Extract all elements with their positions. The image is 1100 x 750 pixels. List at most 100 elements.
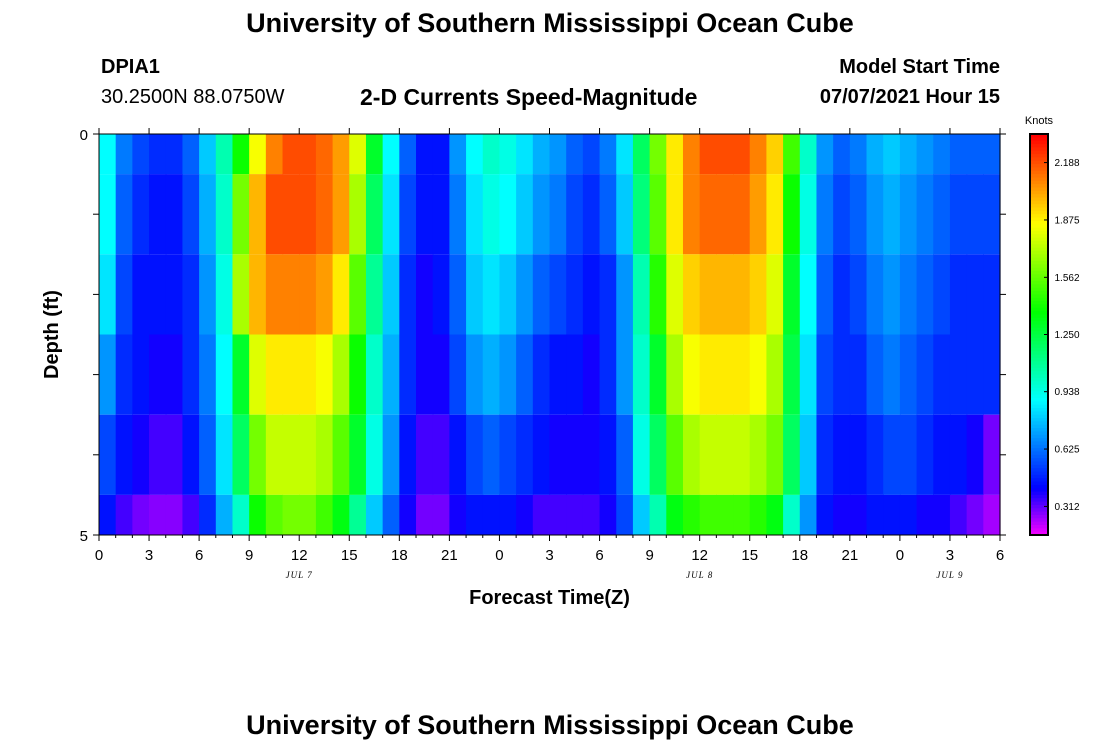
colorbar-segment xyxy=(1030,200,1048,205)
heatmap-cell xyxy=(649,414,667,495)
heatmap-cell xyxy=(132,414,150,495)
colorbar-tick-label: 0.312 xyxy=(1054,502,1079,513)
heatmap-cell xyxy=(716,254,734,335)
heatmap-cell xyxy=(783,494,801,535)
colorbar-segment xyxy=(1030,458,1048,463)
heatmap-cell xyxy=(282,494,300,535)
heatmap-cell xyxy=(883,134,901,175)
heatmap-cell xyxy=(549,254,567,335)
heatmap-cell xyxy=(315,174,334,255)
heatmap-cell xyxy=(833,254,851,335)
heatmap-cell xyxy=(115,334,133,415)
heatmap-cell xyxy=(716,174,734,255)
heatmap-cell xyxy=(499,174,517,255)
heatmap-cell xyxy=(749,134,768,175)
heatmap-cell xyxy=(949,494,968,535)
x-axis-label: Forecast Time(Z) xyxy=(469,587,630,609)
colorbar-segment xyxy=(1030,347,1048,352)
heatmap-cell xyxy=(632,494,651,535)
x-tick-label: 9 xyxy=(245,547,253,564)
heatmap-cell xyxy=(783,334,801,415)
colorbar-segment xyxy=(1030,307,1048,312)
heatmap-cell xyxy=(966,494,984,535)
heatmap-cell xyxy=(783,254,801,335)
x-tick-label: 15 xyxy=(741,547,758,564)
heatmap-cell xyxy=(549,174,567,255)
colorbar-segment xyxy=(1030,137,1048,142)
heatmap-cell xyxy=(883,254,901,335)
heatmap-cell xyxy=(416,174,434,255)
heatmap-cell xyxy=(883,494,901,535)
heatmap-cell xyxy=(933,494,951,535)
date-label: JUL 9 xyxy=(936,570,963,580)
heatmap-cell xyxy=(783,174,801,255)
heatmap-cell xyxy=(382,414,400,495)
heatmap-cell xyxy=(532,254,551,335)
station-id: DPIA1 xyxy=(101,56,160,78)
heatmap-cell xyxy=(399,414,417,495)
x-tick-label: 3 xyxy=(145,547,153,564)
heatmap-cell xyxy=(949,334,968,415)
heatmap-cell xyxy=(532,174,551,255)
x-tick-label: 12 xyxy=(691,547,708,564)
heatmap-cell xyxy=(916,334,934,415)
heatmap-cell xyxy=(215,334,234,415)
colorbar-segment xyxy=(1030,324,1048,329)
x-tick-label: 21 xyxy=(441,547,458,564)
heatmap-cell xyxy=(332,174,350,255)
colorbar-segment xyxy=(1030,294,1048,299)
colorbar-segment xyxy=(1030,364,1048,369)
heatmap-cell xyxy=(649,334,667,415)
heatmap-cell xyxy=(866,254,884,335)
heatmap-cell xyxy=(149,334,167,415)
station-coords: 30.2500N 88.0750W xyxy=(101,86,285,108)
heatmap-cell xyxy=(165,494,184,535)
heatmap-cell xyxy=(566,494,584,535)
heatmap-cell xyxy=(432,174,450,255)
heatmap-cell xyxy=(516,134,534,175)
heatmap-cell xyxy=(399,174,417,255)
heatmap-cell xyxy=(649,174,667,255)
x-tick-label: 12 xyxy=(291,547,308,564)
heatmap-cell xyxy=(849,254,868,335)
heatmap-cell xyxy=(265,174,284,255)
heatmap-cell xyxy=(716,414,734,495)
heatmap-cell xyxy=(132,494,150,535)
colorbar-segment xyxy=(1030,434,1048,439)
colorbar-segment xyxy=(1030,394,1048,399)
heatmap-cell xyxy=(799,414,818,495)
colorbar-segment xyxy=(1030,371,1048,376)
heatmap-cell xyxy=(416,414,434,495)
colorbar-segment xyxy=(1030,317,1048,322)
heatmap-cell xyxy=(499,334,517,415)
heatmap-cell xyxy=(249,254,267,335)
heatmap-cell xyxy=(382,134,400,175)
heatmap-cell xyxy=(749,494,768,535)
x-tick-label: 18 xyxy=(391,547,408,564)
model-start-time: 07/07/2021 Hour 15 xyxy=(819,86,1000,108)
heatmap-cell xyxy=(499,254,517,335)
heatmap-cell xyxy=(432,134,450,175)
heatmap-cell xyxy=(199,334,217,415)
heatmap-cell xyxy=(416,334,434,415)
heatmap-cell xyxy=(332,134,350,175)
colorbar-segment xyxy=(1030,157,1048,162)
heatmap-cell xyxy=(749,334,768,415)
heatmap-cell xyxy=(532,134,551,175)
colorbar-segment xyxy=(1030,428,1048,433)
heatmap-cell xyxy=(282,254,300,335)
plot-title: 2-D Currents Speed-Magnitude xyxy=(360,84,698,110)
colorbar-segment xyxy=(1030,291,1048,295)
heatmap-cell xyxy=(199,174,217,255)
heatmap-cell xyxy=(232,494,250,535)
heatmap-cell xyxy=(733,414,751,495)
heatmap-cell xyxy=(966,414,984,495)
heatmap-cell xyxy=(132,334,150,415)
heatmap-cell xyxy=(682,254,701,335)
heatmap-cell xyxy=(599,414,617,495)
heatmap-cell xyxy=(699,494,717,535)
heatmap-cell xyxy=(532,414,551,495)
x-tick-label: 9 xyxy=(645,547,653,564)
heatmap-cell xyxy=(682,134,701,175)
footer-title: University of Southern Mississippi Ocean… xyxy=(246,710,854,740)
